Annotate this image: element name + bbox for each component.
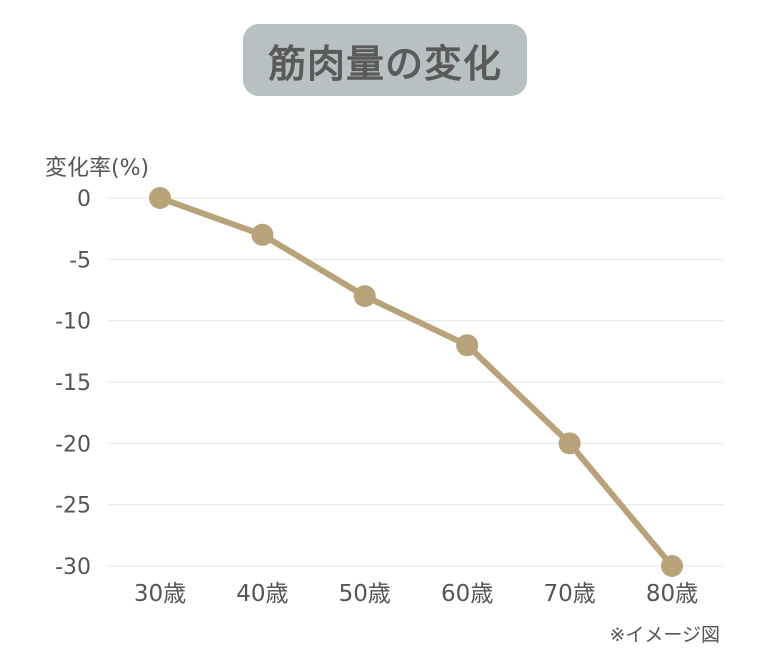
data-point [456,334,479,357]
y-tick-label: -20 [55,432,91,457]
x-tick-label: 50歳 [339,581,391,607]
y-tick-label: 0 [77,187,91,212]
data-point [558,432,581,455]
y-tick-label: -5 [69,248,91,273]
data-points [149,187,683,577]
data-point [661,555,683,577]
x-tick-label: 30歳 [134,581,186,607]
x-tick-label: 70歳 [543,581,595,607]
data-point [353,285,376,308]
x-tick-label: 60歳 [441,581,493,607]
x-tick-labels: 30歳 40歳 50歳 60歳 70歳 80歳 [134,581,698,607]
y-tick-label: -15 [55,371,91,396]
y-axis-label: 変化率(%) [45,156,150,181]
data-point [251,223,274,246]
series-line-layer [157,195,675,569]
image-note: ※イメージ図 [609,624,720,646]
data-point [149,187,171,209]
chart-title: 筋肉量の変化 [267,41,502,86]
x-tick-label: 40歳 [236,581,288,607]
chart-title-badge: 筋肉量の変化 [243,24,527,96]
y-tick-label: -10 [55,310,91,335]
y-tick-label: -30 [55,555,91,580]
x-tick-label: 80歳 [646,581,698,607]
y-tick-labels: 0 -5 -10 -15 -20 -25 -30 [55,187,91,580]
y-tick-label: -25 [55,494,91,519]
series-line [157,195,675,569]
grid-layer [108,197,723,567]
